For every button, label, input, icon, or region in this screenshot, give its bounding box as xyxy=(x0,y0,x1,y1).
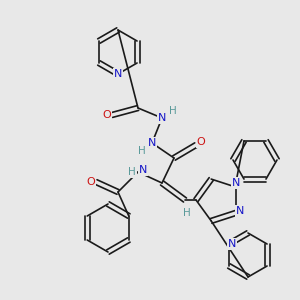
Text: N: N xyxy=(114,69,122,79)
Text: O: O xyxy=(196,137,206,147)
Text: N: N xyxy=(158,113,166,123)
Text: H: H xyxy=(138,146,146,156)
Text: N: N xyxy=(236,206,244,216)
Text: H: H xyxy=(169,106,177,116)
Text: O: O xyxy=(103,110,111,120)
Text: H: H xyxy=(128,167,136,177)
Text: N: N xyxy=(148,138,156,148)
Text: H: H xyxy=(183,208,191,218)
Text: N: N xyxy=(228,239,236,249)
Text: N: N xyxy=(139,165,147,175)
Text: O: O xyxy=(87,177,95,187)
Text: N: N xyxy=(232,178,240,188)
